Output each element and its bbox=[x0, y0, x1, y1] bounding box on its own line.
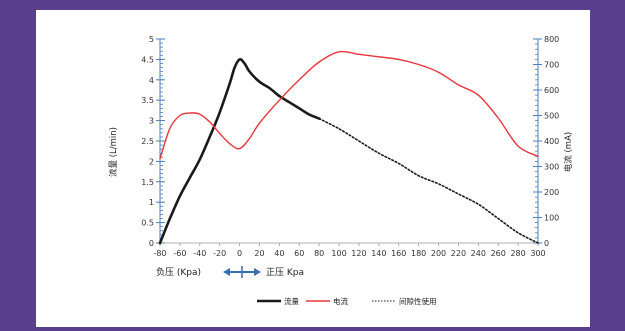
legend-label-intermittent: 间隙性使用 bbox=[399, 296, 437, 306]
x-tick-label: -80 bbox=[153, 249, 166, 258]
legend-label-current: 电流 bbox=[333, 296, 348, 306]
y-tick-label: 0 bbox=[149, 239, 154, 248]
x-tick-label: 20 bbox=[254, 249, 264, 258]
y2-tick-label: 700 bbox=[544, 61, 559, 70]
y-tick-label: 4 bbox=[149, 76, 154, 85]
legend-entry-current: 电流 bbox=[306, 296, 348, 306]
x-tick-label: -40 bbox=[193, 249, 206, 258]
y2-tick-label: 300 bbox=[544, 163, 559, 172]
series-line-intermittent bbox=[318, 117, 539, 244]
y-tick-label: 2 bbox=[149, 157, 154, 166]
negative-pressure-label: 负压 (Kpa) bbox=[156, 266, 201, 278]
x-tick-label: 120 bbox=[351, 249, 366, 258]
y-tick-label: 2.5 bbox=[141, 137, 154, 146]
legend-entry-intermittent: 间隙性使用 bbox=[372, 296, 437, 306]
x-tick-label: 280 bbox=[510, 249, 525, 258]
y2-tick-label: 600 bbox=[544, 86, 559, 95]
axes bbox=[156, 38, 542, 246]
direction-arrow-icon bbox=[223, 266, 261, 278]
y2-tick-label: 800 bbox=[544, 35, 559, 44]
x-tick-label: 80 bbox=[314, 249, 324, 258]
x-tick-label: 220 bbox=[451, 249, 466, 258]
x-tick-label: 60 bbox=[294, 249, 304, 258]
x-tick-label: 180 bbox=[411, 249, 426, 258]
positive-pressure-label: 正压 Kpa bbox=[266, 267, 304, 278]
series-lines bbox=[158, 50, 539, 245]
x-tick-label: 0 bbox=[237, 249, 242, 258]
series-line-current bbox=[159, 50, 539, 160]
legend-entry-flow: 流量 bbox=[257, 296, 299, 306]
chart-panel: 0 0.5 1 1.5 2 2.5 3 3.5 4 4.5 5 0 100 200 300 400 500 600… bbox=[36, 10, 590, 327]
x-tick-label: 240 bbox=[471, 249, 486, 258]
y2-tick-label: 0 bbox=[544, 239, 549, 248]
x-tick-label: 300 bbox=[530, 249, 545, 258]
y-axis-label: 流量 (L/min) bbox=[108, 127, 119, 177]
y-tick-label: 0.5 bbox=[141, 219, 154, 228]
y-tick-label: 4.5 bbox=[141, 55, 154, 64]
x-tick-label: -60 bbox=[173, 249, 186, 258]
flow-current-chart: 00.511.522.533.544.550100200300400500600… bbox=[108, 35, 574, 306]
y2-axis-label: 电流 (mA) bbox=[563, 132, 574, 172]
x-tick-label: 40 bbox=[274, 249, 284, 258]
legend-label-flow: 流量 bbox=[284, 296, 299, 306]
y2-tick-label: 400 bbox=[544, 137, 559, 146]
series-line-flow bbox=[158, 58, 321, 245]
tick-labels: 00.511.522.533.544.550100200300400500600… bbox=[141, 35, 559, 258]
y2-tick-label: 200 bbox=[544, 188, 559, 197]
y-tick-label: 3.5 bbox=[141, 96, 154, 105]
y-tick-label: 5 bbox=[149, 35, 154, 44]
y-tick-label: 3 bbox=[149, 117, 154, 126]
x-tick-label: -20 bbox=[213, 249, 226, 258]
x-tick-label: 140 bbox=[371, 249, 386, 258]
y2-tick-label: 500 bbox=[544, 112, 559, 121]
y2-tick-label: 100 bbox=[544, 214, 559, 223]
legend: 流量 电流 间隙性使用 bbox=[257, 296, 437, 306]
x-tick-label: 260 bbox=[491, 249, 506, 258]
y-tick-label: 1 bbox=[149, 198, 154, 207]
x-tick-label: 160 bbox=[391, 249, 406, 258]
y-tick-label: 1.5 bbox=[141, 178, 154, 187]
x-tick-label: 100 bbox=[331, 249, 346, 258]
x-tick-label: 200 bbox=[431, 249, 446, 258]
